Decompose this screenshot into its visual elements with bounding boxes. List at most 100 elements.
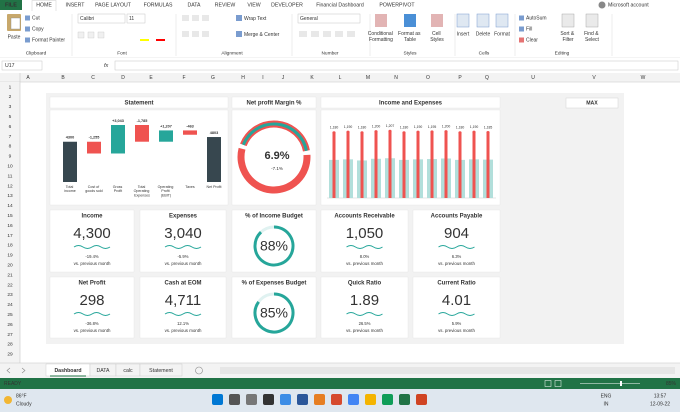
- waterfall-bar: [183, 130, 197, 135]
- taskbar-icon: [246, 394, 257, 405]
- cut-button[interactable]: Cut: [32, 15, 40, 21]
- data-label: 4300: [66, 136, 74, 140]
- file-tab-label[interactable]: FILE: [5, 3, 17, 9]
- row-header: 19: [7, 253, 13, 259]
- paste-button[interactable]: Paste: [8, 34, 21, 40]
- copy-button[interactable]: Copy: [32, 26, 44, 32]
- panel: [139, 209, 227, 273]
- clear-button[interactable]: Clear: [526, 37, 538, 43]
- column-header: M: [366, 75, 370, 81]
- column-header: L: [339, 75, 342, 81]
- expense-bar: [472, 132, 476, 198]
- merge-center-button[interactable]: Merge & Center: [244, 32, 280, 38]
- row-header: 1: [9, 84, 12, 90]
- row-header: 22: [7, 282, 13, 288]
- row-header: 8: [9, 144, 12, 150]
- column-header: W: [641, 75, 646, 81]
- column-header-bar: [0, 73, 680, 82]
- sort-button[interactable]: Sort & Filter: [560, 31, 575, 43]
- ribbon-tab[interactable]: HOME: [36, 3, 52, 9]
- expense-dot: [388, 129, 392, 133]
- ribbon-tab[interactable]: DEVELOPER: [271, 3, 303, 9]
- insert-button[interactable]: Insert: [457, 31, 470, 37]
- waterfall-bar: [159, 130, 173, 142]
- x-tick-label: Gross Profit: [113, 185, 124, 193]
- panel: [231, 209, 317, 273]
- find-button[interactable]: Find & Select: [584, 31, 600, 43]
- autosum-button[interactable]: AutoSum: [526, 15, 547, 21]
- ribbon-tab[interactable]: PAGE LAYOUT: [95, 3, 132, 9]
- x-tick-label: Cost of goods sold: [85, 185, 102, 193]
- fx-button[interactable]: fx: [104, 63, 109, 69]
- clock-date: 12-09-22: [650, 401, 670, 407]
- sheet-tab-label[interactable]: calc: [123, 368, 133, 374]
- style-icon: [404, 14, 416, 27]
- ribbon-tab[interactable]: FORMULAS: [144, 3, 173, 9]
- kpi-title: Accounts Receivable: [334, 214, 395, 220]
- language: ENG: [601, 393, 612, 399]
- ribbon-tab[interactable]: Financial Dashboard: [316, 3, 364, 9]
- zoom-level: 85%: [666, 381, 677, 387]
- button-icon: [25, 15, 30, 21]
- number-icon: [347, 31, 355, 37]
- ribbon-tab[interactable]: DATA: [187, 3, 201, 9]
- fill-color: [140, 39, 149, 41]
- row-header: 21: [7, 272, 13, 278]
- panel-header: [320, 96, 501, 109]
- number-format-box: [297, 13, 361, 24]
- expense-dot: [444, 130, 448, 134]
- name-box-text[interactable]: U17: [5, 63, 15, 69]
- delete-button[interactable]: Delete: [476, 31, 491, 37]
- font-name[interactable]: Calibri: [80, 16, 94, 22]
- kpi-note: vs. previous month: [438, 261, 475, 266]
- new-sheet-button[interactable]: [195, 366, 203, 375]
- account-icon: [598, 1, 606, 9]
- row-header: 3: [9, 104, 12, 110]
- column-header: I: [262, 75, 263, 81]
- kpi-title: Quick Ratio: [348, 281, 382, 287]
- ribbon-tab[interactable]: REVIEW: [215, 3, 236, 9]
- row-header: 10: [7, 163, 13, 169]
- fill-button[interactable]: Fill: [526, 26, 532, 32]
- expense-bar: [486, 132, 490, 198]
- sheet-tab-label[interactable]: Dashboard: [54, 368, 81, 374]
- file-tab: [0, 0, 22, 10]
- clock-time: 13:57: [654, 393, 667, 399]
- column-header: J: [282, 75, 285, 81]
- group-label: Alignment: [221, 50, 243, 56]
- row-header: 14: [7, 203, 13, 209]
- ribbon-tab[interactable]: VIEW: [247, 3, 260, 9]
- waterfall-bar: [63, 141, 77, 182]
- styles-button[interactable]: Conditional Formatting: [368, 31, 394, 43]
- data-label: 1,180: [330, 126, 339, 130]
- ribbon-tab[interactable]: INSERT: [66, 3, 86, 9]
- nav-arrows: [6, 367, 26, 374]
- column-header: C: [91, 75, 95, 81]
- row-header: 17: [7, 233, 13, 239]
- number-format[interactable]: General: [300, 16, 318, 22]
- format-painter-button[interactable]: Format Painter: [32, 37, 65, 43]
- panel-title: Net profit Margin %: [247, 100, 303, 106]
- styles-button[interactable]: Cell Styles: [430, 31, 444, 43]
- kpi-change: -7.1%: [271, 166, 283, 171]
- wrap-text-button[interactable]: Wrap Text: [244, 16, 267, 22]
- region: IN: [604, 401, 609, 407]
- font-size[interactable]: 11: [129, 16, 134, 22]
- sheet-tab-label[interactable]: DATA: [96, 368, 110, 374]
- account-name[interactable]: Microsoft account: [608, 3, 649, 9]
- expense-dot: [360, 131, 364, 135]
- group-label: Number: [321, 50, 338, 56]
- style-icon: [431, 14, 443, 27]
- format-button[interactable]: Format: [494, 31, 510, 37]
- sheet-tab-label[interactable]: Statement: [149, 368, 173, 374]
- column-header: D: [121, 75, 125, 81]
- styles-button[interactable]: Format as Table: [398, 31, 422, 43]
- data-label: +1,207: [160, 124, 172, 128]
- align-icon: [202, 31, 209, 37]
- kpi-change: 6.3%: [452, 254, 462, 259]
- kpi-title: Income: [81, 214, 103, 220]
- taskbar-icon: [314, 394, 325, 405]
- column-header: O: [426, 75, 430, 81]
- ribbon-tab[interactable]: POWERPIVOT: [379, 3, 415, 9]
- row-header: 28: [7, 342, 13, 348]
